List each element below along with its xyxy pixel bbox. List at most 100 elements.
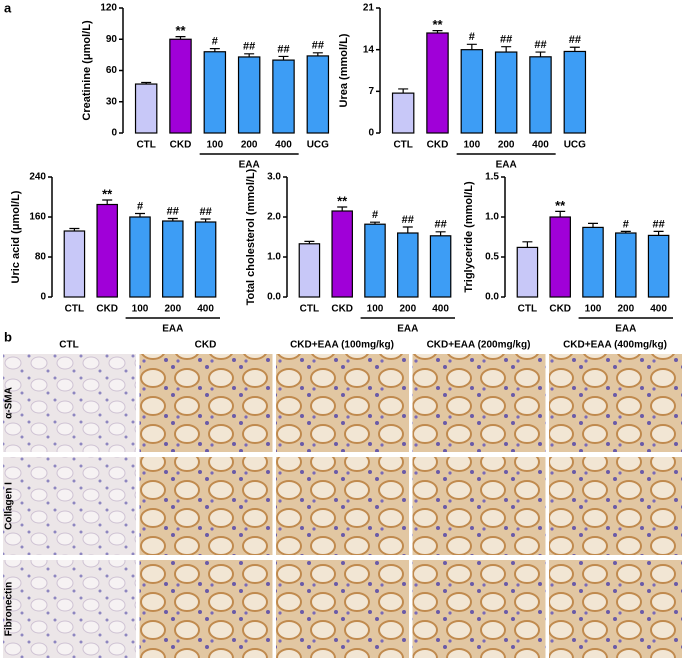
x-tick-label: 100 [206, 140, 223, 151]
group-label: EAA [162, 324, 183, 335]
x-tick-label: 400 [650, 304, 667, 315]
bar [96, 203, 118, 298]
significance-label: # [469, 31, 475, 43]
histology-image [139, 457, 273, 555]
significance-label: ## [652, 218, 664, 230]
x-tick-label: 200 [399, 304, 416, 315]
error-bar [278, 55, 289, 61]
histology-image [412, 457, 546, 555]
histology-image [549, 457, 682, 555]
y-tick-label: 0.0 [485, 292, 499, 303]
bar [162, 220, 184, 298]
error-bar [337, 206, 348, 211]
bar [364, 223, 386, 298]
y-tick-label: 60 [106, 65, 118, 76]
histology-image [412, 560, 546, 658]
significance-label: # [212, 36, 218, 48]
significance-label: ## [277, 43, 289, 55]
x-tick-label: CKD [427, 140, 449, 151]
bar [306, 55, 330, 134]
column-header: CKD+EAA (200mg/kg) [427, 340, 531, 351]
y-tick-label: 3.0 [267, 172, 281, 183]
error-bar [569, 46, 580, 52]
group-label: EAA [239, 160, 260, 171]
x-tick-label: UCG [564, 140, 586, 151]
bar [516, 246, 539, 298]
bar [615, 232, 637, 298]
x-tick-label: 100 [463, 140, 480, 151]
row-label: Fibronectin [4, 582, 15, 636]
x-tick-label: CTL [393, 140, 412, 151]
error-bar [304, 240, 315, 244]
error-bar [312, 52, 323, 56]
histology-image [139, 560, 273, 658]
bar [460, 49, 484, 134]
x-tick-label: 400 [532, 140, 549, 151]
bar [429, 235, 452, 298]
y-axis-label: Creatinine (μmol/L) [81, 20, 93, 121]
row-label: Collagen I [4, 482, 15, 530]
column-header: CKD+EAA (100mg/kg) [290, 340, 394, 351]
bar [529, 56, 552, 134]
error-bar [522, 241, 533, 248]
group-label: EAA [496, 160, 517, 171]
error-bar [175, 36, 186, 40]
y-tick-label: 1.5 [485, 172, 499, 183]
y-tick-label: 0 [368, 128, 374, 139]
y-tick-label: 80 [35, 252, 47, 263]
significance-label: ** [555, 198, 566, 213]
significance-label: ** [102, 186, 113, 201]
y-axis-label: Urea (mmol/L) [338, 33, 350, 107]
significance-label: ## [534, 39, 546, 51]
bar [129, 216, 151, 298]
significance-label: ## [243, 41, 255, 53]
x-tick-label: CKD [549, 304, 571, 315]
y-tick-label: 90 [106, 34, 118, 45]
y-tick-label: 2.0 [267, 212, 281, 223]
x-tick-label: 200 [241, 140, 258, 151]
y-tick-label: 160 [29, 212, 46, 223]
error-bar [102, 199, 113, 205]
error-bar [402, 226, 413, 233]
bar [647, 234, 670, 298]
x-tick-label: 400 [197, 304, 214, 315]
y-tick-label: 7 [368, 86, 374, 97]
bar [426, 32, 449, 134]
significance-label: ## [167, 205, 179, 217]
error-bar [435, 231, 446, 236]
error-bar [620, 230, 631, 233]
bar [563, 50, 587, 134]
bar [237, 56, 261, 134]
significance-label: ## [500, 34, 512, 46]
histology-image [3, 354, 136, 452]
histology-image [412, 354, 546, 452]
y-tick-label: 0.0 [267, 292, 281, 303]
error-bar [244, 53, 255, 57]
bar [63, 230, 86, 298]
error-bar [501, 46, 512, 53]
error-bar [209, 48, 220, 52]
significance-label: ## [312, 40, 324, 52]
y-tick-label: 0 [111, 128, 117, 139]
x-tick-label: CKD [96, 304, 118, 315]
error-bar [167, 217, 178, 221]
y-axis-label: Uric acid (μmol/L) [10, 190, 22, 283]
column-header: CKD+EAA (400mg/kg) [563, 340, 667, 351]
histology-image [549, 560, 682, 658]
column-header: CTL [59, 340, 78, 351]
x-tick-label: CTL [65, 304, 84, 315]
significance-label: ## [402, 214, 414, 226]
error-bar [588, 222, 598, 228]
bar [397, 232, 419, 298]
error-bar [555, 210, 566, 217]
bar [272, 59, 295, 134]
x-tick-label: CTL [300, 304, 319, 315]
panel-label: a [4, 0, 12, 15]
bar [298, 243, 321, 298]
significance-label: ** [432, 17, 443, 32]
error-bar [141, 81, 152, 85]
bar [169, 38, 192, 134]
y-tick-label: 240 [29, 172, 46, 183]
bar [549, 216, 571, 298]
y-tick-label: 30 [106, 96, 118, 107]
